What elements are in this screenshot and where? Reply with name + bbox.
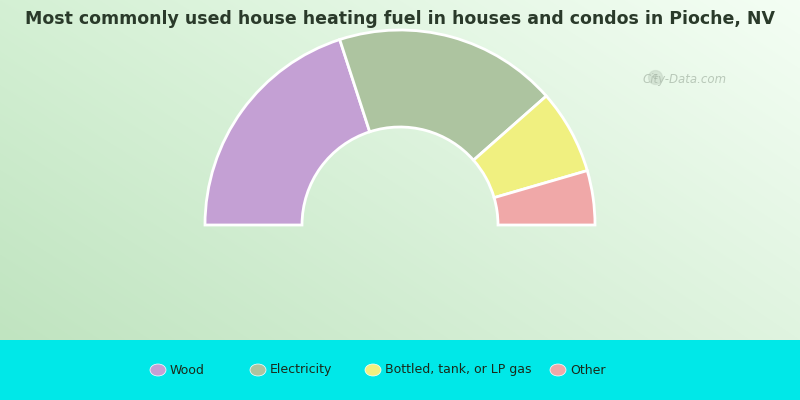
Wedge shape	[494, 170, 595, 225]
Text: Bottled, tank, or LP gas: Bottled, tank, or LP gas	[385, 364, 531, 376]
Wedge shape	[474, 96, 587, 198]
Wedge shape	[340, 30, 546, 160]
Text: Most commonly used house heating fuel in houses and condos in Pioche, NV: Most commonly used house heating fuel in…	[25, 10, 775, 28]
Wedge shape	[205, 40, 370, 225]
Text: C: C	[653, 74, 658, 80]
Ellipse shape	[550, 364, 566, 376]
Ellipse shape	[250, 364, 266, 376]
Text: Electricity: Electricity	[270, 364, 332, 376]
Text: Other: Other	[570, 364, 606, 376]
Ellipse shape	[150, 364, 166, 376]
Text: City-Data.com: City-Data.com	[643, 74, 727, 86]
Ellipse shape	[365, 364, 381, 376]
Text: Wood: Wood	[170, 364, 205, 376]
